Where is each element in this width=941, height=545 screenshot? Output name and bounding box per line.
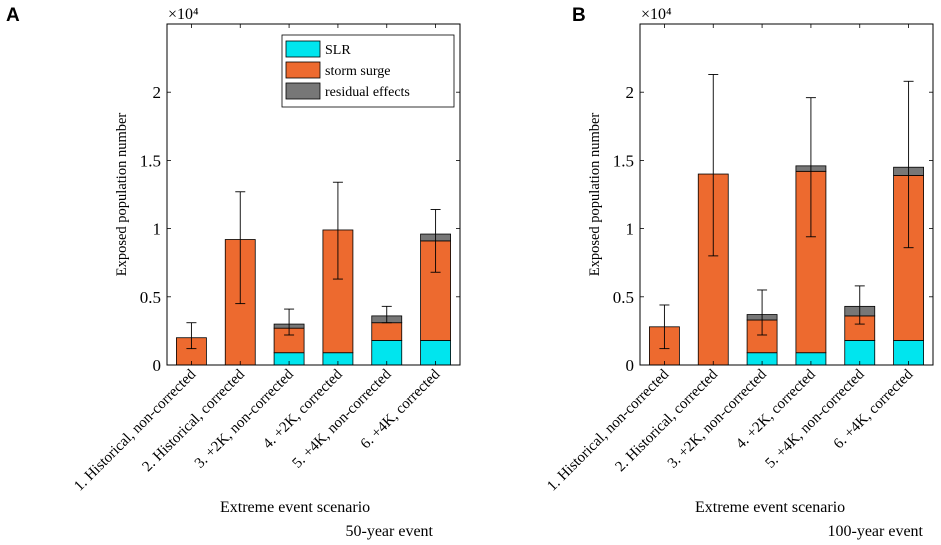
y-tick-label: 1 [153, 220, 162, 239]
axis-exponent-label: ×10⁴ [168, 6, 199, 23]
panel-subtitle: 100-year event [827, 523, 923, 540]
axes-frame [639, 23, 934, 366]
legend-label-SLR: SLR [325, 43, 351, 58]
panel-subtitle: 50-year event [345, 523, 433, 540]
y-tick-label: 0.5 [140, 288, 161, 307]
x-axis-label: Extreme event scenario [220, 499, 370, 516]
panel-letter: B [572, 5, 586, 26]
axis-exponent-label: ×10⁴ [641, 6, 672, 23]
x-axis-label: Extreme event scenario [695, 499, 845, 516]
y-tick-label: 0 [626, 356, 635, 375]
y-tick-label: 1.5 [613, 151, 634, 170]
y-tick-label: 1 [626, 220, 635, 239]
axes-frame [166, 23, 461, 366]
legend-label-residual-effects: residual effects [325, 85, 410, 100]
bar-SLR-5 [844, 340, 876, 366]
legend: SLR storm surge residual effects [281, 34, 455, 108]
y-tick-label: 2 [153, 83, 162, 102]
bar-storm-surge-5 [371, 322, 403, 341]
y-tick-label: 2 [626, 83, 635, 102]
bar-SLR-5 [371, 340, 403, 366]
legend-label-storm-surge: storm surge [325, 64, 390, 79]
y-axis-label: Exposed population number [114, 113, 130, 277]
bar-SLR-6 [420, 340, 451, 366]
panel-letter: A [6, 5, 20, 26]
y-axis-label: Exposed population number [587, 113, 603, 277]
y-tick-label: 1.5 [140, 151, 161, 170]
legend-swatch-residual-effects [285, 82, 321, 100]
legend-swatch-storm-surge [285, 61, 321, 79]
y-tick-label: 0.5 [613, 288, 634, 307]
y-tick-label: 0 [153, 356, 162, 375]
legend-swatch-SLR [285, 40, 321, 58]
